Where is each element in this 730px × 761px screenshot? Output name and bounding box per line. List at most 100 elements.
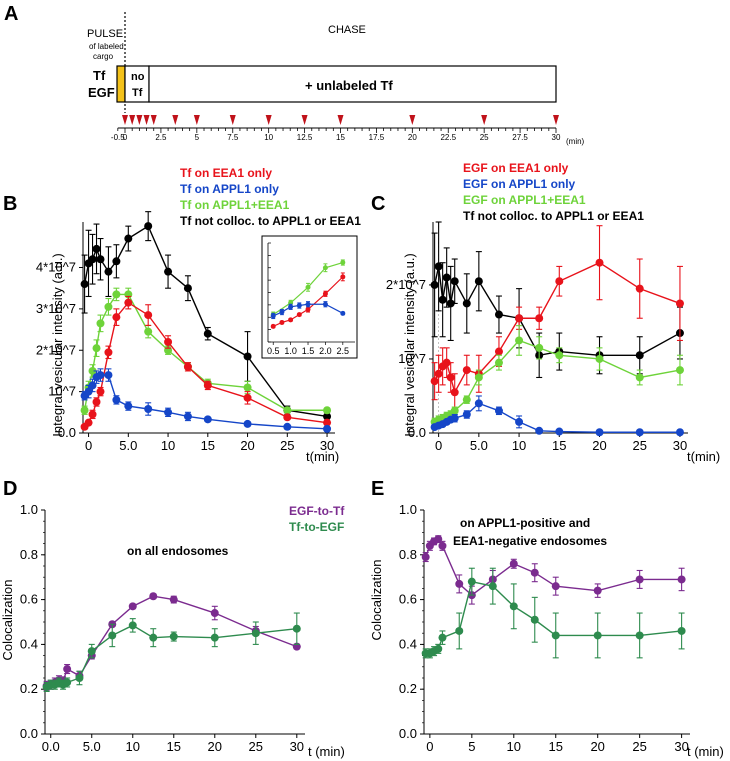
data-point <box>96 255 105 264</box>
inset-data-point <box>296 312 302 318</box>
data-point <box>183 284 192 293</box>
data-point <box>555 277 564 286</box>
timeline-tick-label: 30 <box>552 133 561 142</box>
chart-panel-e: on APPL1-positive and EEA1-negative endo… <box>369 502 724 759</box>
data-point <box>63 678 72 687</box>
timeline-arrow-marker <box>143 115 150 125</box>
data-point <box>323 418 332 427</box>
legend-b-item-3: Tf on APPL1+EEA1 <box>180 198 290 212</box>
timeline-tick-label: 0 <box>123 133 128 142</box>
x-tick-label: 10 <box>161 438 175 453</box>
data-point <box>144 222 153 231</box>
x-tick-label: 5.0 <box>470 438 488 453</box>
legend-c-item-4: Tf not colloc. to APPL1 or EEA1 <box>463 209 644 223</box>
unlabeled-tf-label: + unlabeled Tf <box>305 78 393 93</box>
data-point <box>434 644 443 653</box>
x-tick-label: 20 <box>592 438 606 453</box>
timeline-tick-label: 15 <box>336 133 345 142</box>
data-point <box>442 273 451 282</box>
x-tick-label: 20 <box>240 438 254 453</box>
data-point <box>535 426 544 435</box>
data-point <box>530 615 539 624</box>
data-point <box>515 336 524 345</box>
data-point <box>635 631 644 640</box>
timeline-panel: PULSE of labeled cargo CHASE Tf EGF no T… <box>87 12 585 146</box>
data-point <box>446 373 455 382</box>
data-point <box>421 553 430 562</box>
ylabel-d: Colocalization <box>0 580 15 661</box>
data-point <box>87 647 96 656</box>
x-tick-label: 30 <box>673 438 687 453</box>
data-point <box>124 234 133 243</box>
timeline-arrow-marker <box>136 115 143 125</box>
y-tick-label: 0.2 <box>399 681 417 696</box>
x-tick-label: 10 <box>507 739 521 754</box>
data-point <box>323 406 332 415</box>
data-point <box>243 352 252 361</box>
data-point <box>323 412 332 421</box>
xlabel-d: t (min) <box>308 744 345 759</box>
data-point <box>474 399 483 408</box>
inset-data-point <box>296 303 302 309</box>
inset-data-point <box>305 284 311 290</box>
inset-data-point <box>340 310 346 316</box>
legend-c: EGF on EEA1 only EGF on APPL1 only EGF o… <box>463 161 644 223</box>
no-label: no <box>131 71 145 83</box>
x-tick-label: 5 <box>468 739 475 754</box>
timeline-arrow-marker <box>172 115 179 125</box>
data-point <box>210 633 219 642</box>
y-tick-label: 0.2 <box>20 681 38 696</box>
data-point <box>80 406 89 415</box>
timeline-arrow-marker <box>481 115 488 125</box>
data-point <box>164 337 173 346</box>
data-point <box>88 381 97 390</box>
data-point <box>104 348 113 357</box>
data-point <box>63 665 72 674</box>
x-tick-label: 0 <box>435 438 442 453</box>
timeline-tick-label: 17.5 <box>369 133 385 142</box>
data-point <box>243 383 252 392</box>
data-point <box>450 406 459 415</box>
panel-label-e: E <box>371 478 384 500</box>
data-point <box>494 358 503 367</box>
data-point <box>164 267 173 276</box>
data-point <box>251 629 260 638</box>
data-point <box>595 354 604 363</box>
y-tick-label: 10^7 <box>48 384 76 399</box>
data-point <box>243 419 252 428</box>
data-point <box>675 299 684 308</box>
y-tick-label: 0.6 <box>399 592 417 607</box>
x-tick-label: 30 <box>290 739 304 754</box>
x-tick-label: 5.0 <box>83 739 101 754</box>
data-point <box>144 311 153 320</box>
ylabel-e: Colocalization <box>369 560 384 641</box>
y-tick-label: 1.0 <box>20 502 38 517</box>
inset-data-point <box>288 317 294 323</box>
data-point <box>494 347 503 356</box>
y-tick-label: 10^7 <box>398 351 426 366</box>
annotation-d: on all endosomes <box>127 544 229 558</box>
x-tick-label: 15 <box>167 739 181 754</box>
tf-pulse-label: Tf <box>93 68 106 83</box>
timeline-arrow-marker <box>301 115 308 125</box>
inset-data-point <box>340 260 346 266</box>
egf-pulse-label: EGF <box>88 85 115 100</box>
data-point <box>515 417 524 426</box>
data-point <box>434 369 443 378</box>
data-point <box>462 299 471 308</box>
inset-data-point <box>288 304 294 310</box>
data-point <box>535 343 544 352</box>
timeline-tick-label: -0.5 <box>111 133 125 142</box>
x-tick-label: 30 <box>674 739 688 754</box>
inset-x-tick-label: 1.0 <box>284 346 297 356</box>
y-tick-label: 0.0 <box>20 726 38 741</box>
data-point <box>462 366 471 375</box>
data-point <box>530 568 539 577</box>
data-point <box>92 244 101 253</box>
data-point <box>555 351 564 360</box>
timeline-tick-label: 20 <box>408 133 417 142</box>
timeline-tick-label: 7.5 <box>227 133 239 142</box>
y-tick-label: 2*10^7 <box>386 277 426 292</box>
timeline-arrow-marker <box>409 115 416 125</box>
inset-data-point <box>279 319 285 325</box>
